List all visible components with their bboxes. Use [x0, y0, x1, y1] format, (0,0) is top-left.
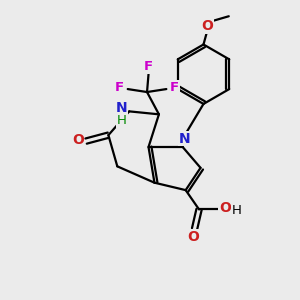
Text: O: O [219, 201, 231, 215]
Text: N: N [116, 101, 128, 116]
Text: H: H [231, 204, 241, 218]
Text: F: F [115, 81, 124, 94]
Text: N: N [178, 132, 190, 146]
Text: F: F [144, 60, 153, 73]
Text: F: F [170, 81, 179, 94]
Text: O: O [201, 19, 213, 33]
Text: H: H [117, 114, 127, 128]
Text: O: O [187, 230, 199, 244]
Text: O: O [72, 133, 84, 147]
